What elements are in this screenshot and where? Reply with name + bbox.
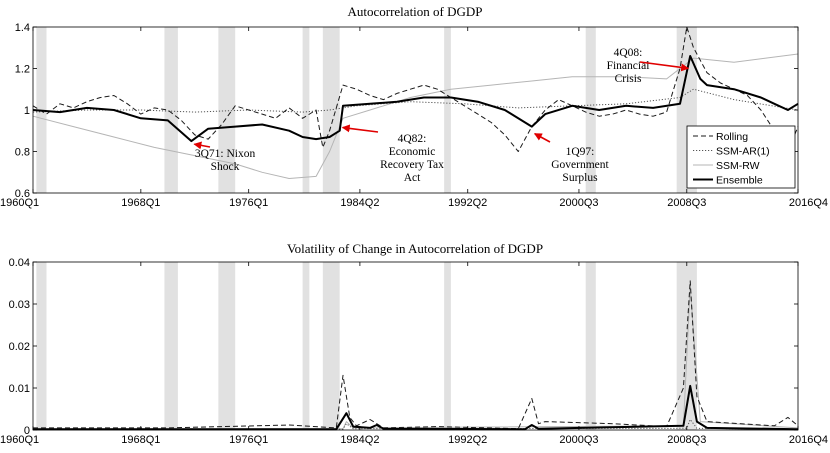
legend-label: Ensemble: [716, 175, 763, 187]
recession-band: [302, 27, 310, 193]
series-line-ssm-ar-1-: [32, 88, 799, 113]
recession-band: [322, 262, 340, 430]
recession-band: [585, 262, 596, 430]
series-line-rolling: [33, 280, 799, 430]
recession-band: [218, 262, 236, 430]
recession-band: [164, 262, 178, 430]
y-tick-label: 0.03: [9, 299, 30, 311]
chart1-title: Autocorrelation of DGDP: [347, 4, 482, 19]
x-tick-label: 1984Q2: [340, 434, 379, 446]
recession-band: [444, 262, 451, 430]
x-tick-label: 1984Q2: [340, 197, 379, 209]
annotation-text: Act: [404, 172, 421, 184]
series-line-rolling: [32, 26, 799, 152]
annotation-text: 3Q71: Nixon: [195, 148, 256, 160]
series-line-ssm-rw: [33, 286, 799, 430]
x-tick-label: 1968Q1: [121, 197, 160, 209]
x-tick-label: 2000Q3: [559, 197, 598, 209]
annotation-arrow: [341, 124, 379, 133]
annotation-text: 4Q08:: [614, 47, 643, 59]
series-line-ssm-rw: [32, 53, 799, 179]
y-tick-label: 1.4: [15, 22, 30, 34]
y-tick-label: 1: [24, 105, 30, 117]
y-tick-label: 0.6: [15, 188, 30, 200]
x-tick-label: 2008Q3: [667, 434, 706, 446]
annotation-text: Recovery Tax: [380, 159, 444, 171]
recession-band: [444, 27, 451, 193]
y-tick-label: 1.2: [15, 64, 30, 76]
x-tick-label: 2000Q3: [559, 434, 598, 446]
legend-label: SSM-AR(1): [716, 146, 770, 158]
x-tick-label: 1960Q1: [0, 434, 39, 446]
annotation-text: Surplus: [562, 172, 598, 184]
annotation-text: Crisis: [615, 73, 642, 85]
annotation-arrow: [193, 141, 211, 150]
annotation-text: Financial: [607, 60, 650, 72]
annotation-arrow: [639, 61, 690, 72]
legend-label: Rolling: [716, 131, 748, 143]
volatility-chart: Volatility of Change in Autocorrelation …: [0, 241, 828, 446]
chart2-title: Volatility of Change in Autocorrelation …: [287, 241, 543, 256]
annotation-text: Shock: [211, 161, 240, 173]
recession-band: [302, 262, 310, 430]
annotation-text: 1Q97:: [566, 146, 595, 158]
x-tick-label: 1992Q2: [448, 434, 487, 446]
x-tick-label: 1960Q1: [0, 197, 39, 209]
annotation-arrow: [533, 133, 551, 143]
recession-band: [322, 27, 340, 193]
annotation-text: Economic: [389, 146, 436, 158]
x-tick-label: 2016Q4: [789, 434, 828, 446]
x-tick-label: 1992Q2: [448, 197, 487, 209]
y-tick-label: 0.04: [9, 257, 30, 269]
y-tick-label: 0: [24, 425, 30, 437]
x-tick-label: 2016Q4: [789, 197, 828, 209]
recession-band: [164, 27, 178, 193]
annotation-text: Government: [551, 159, 609, 171]
x-tick-label: 1976Q1: [229, 197, 268, 209]
legend-label: SSM-RW: [716, 160, 760, 172]
series-line-ensemble: [33, 384, 799, 431]
y-tick-label: 0.02: [9, 341, 30, 353]
y-tick-label: 0.8: [15, 147, 30, 159]
x-tick-label: 2008Q3: [667, 197, 706, 209]
recession-band: [585, 27, 596, 193]
x-tick-label: 1976Q1: [229, 434, 268, 446]
x-tick-label: 1968Q1: [121, 434, 160, 446]
annotation-text: 4Q82:: [398, 133, 427, 145]
chart1-legend: Rolling SSM-AR(1) SSM-RW Ensemble: [686, 125, 796, 189]
y-tick-label: 0.01: [9, 383, 30, 395]
autocorrelation-chart: Autocorrelation of DGDP 1960Q1 1968Q1 1976…: [0, 4, 828, 209]
recession-band: [218, 27, 236, 193]
recession-band: [36, 262, 47, 430]
series-line-ensemble: [32, 55, 799, 143]
